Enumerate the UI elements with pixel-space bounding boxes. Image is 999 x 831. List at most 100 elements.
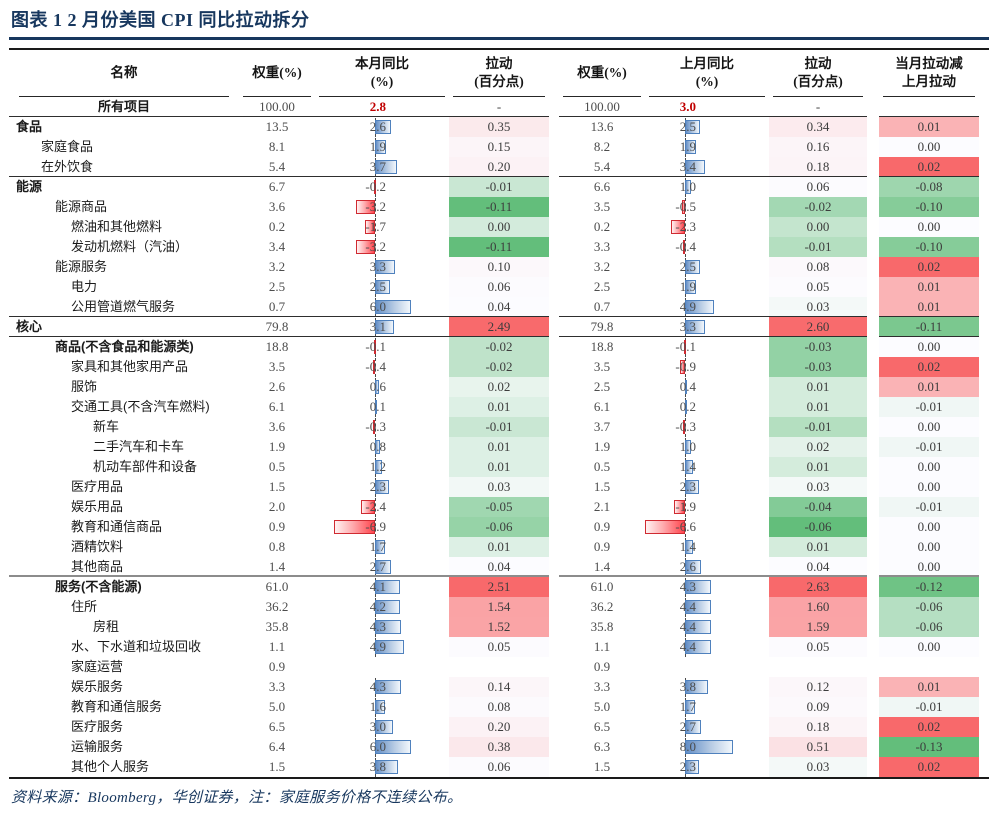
yoy-value: 2.3	[369, 479, 386, 494]
cpi-table: 名称 权重(%) 本月同比 (%) 拉动 (百分点) 权重(%) 上月同比 (%) 拉…	[9, 48, 989, 779]
column-header-name: 名称	[19, 50, 229, 97]
table-row: 酒精饮料 0.8 1.7 0.01 0.9 1.4 0.01 0.00	[9, 537, 989, 557]
cell-weight-current: 2.0	[268, 499, 286, 514]
cell-yoy-prev: 3.3	[645, 317, 769, 337]
yoy-data-bar	[373, 420, 376, 434]
cell-delta-pull: -0.10	[879, 197, 979, 217]
cell-weight-prev: 100.00	[559, 97, 645, 117]
cell-yoy-prev: 4.4	[645, 597, 769, 617]
column-gap	[867, 717, 879, 737]
yoy-value: 1.4	[679, 539, 696, 554]
yoy-value: 1.4	[679, 459, 696, 474]
cell-weight-prev: 0.7	[559, 297, 645, 317]
column-gap	[867, 177, 879, 197]
column-gap	[867, 237, 879, 257]
cell-weight-prev: 2.1	[593, 499, 611, 514]
yoy-data-bar	[682, 240, 685, 254]
cell-yoy-current: 4.2	[315, 597, 449, 617]
cell-yoy-current: 3.3	[315, 257, 449, 277]
yoy-value: 4.4	[679, 599, 696, 614]
cell-weight-prev: 0.9	[593, 519, 611, 534]
cell-delta-pull: -0.11	[879, 317, 979, 337]
cell-pull-prev: 2.63	[769, 577, 867, 597]
cell-delta-pull: -0.08	[879, 177, 979, 197]
table-row: 交通工具(不含汽车燃料) 6.1 0.1 0.01 6.1 0.2 0.01 -0.01	[9, 397, 989, 417]
cell-weight-current: 1.4	[239, 557, 315, 577]
yoy-data-bar	[355, 200, 375, 214]
cell-weight-prev: 1.4	[559, 557, 645, 577]
yoy-data-bar	[685, 160, 706, 174]
yoy-data-bar	[645, 520, 685, 534]
cell-yoy-prev: 2.7	[645, 717, 769, 737]
table-row: 核心 79.8 3.1 2.49 79.8 3.3 2.60 -0.11	[9, 317, 989, 337]
cell-yoy-prev: 8.0	[645, 737, 769, 757]
column-gap	[549, 177, 559, 197]
cell-yoy-current: 1.6	[315, 697, 449, 717]
cell-pull-current: 1.54	[449, 597, 549, 617]
cell-pull-prev: 0.03	[769, 297, 867, 317]
cell-pull-current	[449, 657, 549, 677]
yoy-data-bar	[671, 220, 685, 234]
cell-pull-current: -0.06	[449, 517, 549, 537]
yoy-value: -6.6	[675, 519, 696, 534]
cell-item-name: 娱乐服务	[71, 679, 124, 694]
table-row: 房租 35.8 4.3 1.52 35.8 4.4 1.59 -0.06	[9, 617, 989, 637]
yoy-value: 3.8	[679, 679, 696, 694]
cell-yoy-current: 3.8	[315, 757, 449, 777]
yoy-data-bar	[685, 760, 699, 774]
cell-item-name: 水、下水道和垃圾回收	[71, 639, 202, 654]
table-row: 发动机燃料（汽油） 3.4 -3.2 -0.11 3.3 -0.4 -0.01 -0.10	[9, 237, 989, 257]
cell-pull-current: -0.11	[449, 197, 549, 217]
table-row: 医疗用品 1.5 2.3 0.03 1.5 2.3 0.03 0.00	[9, 477, 989, 497]
table-row: 其他个人服务 1.5 3.8 0.06 1.5 2.3 0.03 0.02	[9, 757, 989, 777]
cell-delta-pull: 0.02	[879, 257, 979, 277]
column-gap	[867, 257, 879, 277]
cell-weight-current: 6.1	[268, 399, 286, 414]
cell-pull-current: 0.08	[449, 697, 549, 717]
cell-weight-current: 3.5	[268, 359, 286, 374]
cell-delta-pull: -0.01	[879, 437, 979, 457]
cell-weight-current: 8.1	[268, 139, 286, 154]
table-row: 娱乐服务 3.3 4.3 0.14 3.3 3.8 0.12 0.01	[9, 677, 989, 697]
yoy-value: 0.2	[679, 399, 696, 414]
cell-pull-current: 0.10	[449, 257, 549, 277]
cell-delta-pull: 0.00	[879, 637, 979, 657]
cell-item-name: 服务(不含能源)	[55, 579, 142, 594]
cell-item-name: 发动机燃料（汽油）	[71, 239, 189, 254]
yoy-value: 1.7	[369, 539, 386, 554]
cell-yoy-current: -0.4	[315, 357, 449, 377]
cell-yoy-current: -6.9	[315, 517, 449, 537]
yoy-data-bar	[375, 440, 380, 454]
cell-pull-current: -0.05	[449, 497, 549, 517]
cell-weight-current: 1.9	[268, 439, 286, 454]
column-gap	[549, 377, 559, 397]
yoy-data-bar	[355, 240, 375, 254]
yoy-value: 2.5	[679, 259, 696, 274]
cell-weight-prev: 35.8	[590, 619, 614, 634]
zero-axis-line	[685, 238, 686, 257]
column-gap	[867, 217, 879, 237]
yoy-value: 2.7	[679, 719, 696, 734]
cell-yoy-prev: 3.4	[645, 157, 769, 177]
cell-yoy-prev: -2.3	[645, 217, 769, 237]
yoy-value: -0.9	[675, 359, 696, 374]
yoy-value: 8.0	[679, 739, 696, 754]
column-gap	[549, 437, 559, 457]
column-gap	[549, 457, 559, 477]
column-header-weight-current: 权重(%)	[243, 50, 311, 97]
yoy-value: -2.3	[675, 219, 696, 234]
cell-weight-current: 13.5	[265, 119, 289, 134]
cell-yoy-prev: 3.8	[645, 677, 769, 697]
cell-pull-current: -0.01	[449, 177, 549, 197]
column-gap	[867, 117, 879, 137]
yoy-data-bar	[685, 480, 699, 494]
yoy-data-bar	[375, 160, 398, 174]
column-gap	[867, 50, 879, 97]
cell-weight-prev: 2.5	[593, 279, 611, 294]
cell-yoy-prev: 1.4	[645, 537, 769, 557]
yoy-data-bar	[372, 360, 375, 374]
yoy-data-bar	[685, 740, 733, 754]
cell-pull-prev: 0.01	[769, 377, 867, 397]
cell-pull-prev: 0.05	[769, 277, 867, 297]
cell-yoy-current: -0.3	[315, 417, 449, 437]
